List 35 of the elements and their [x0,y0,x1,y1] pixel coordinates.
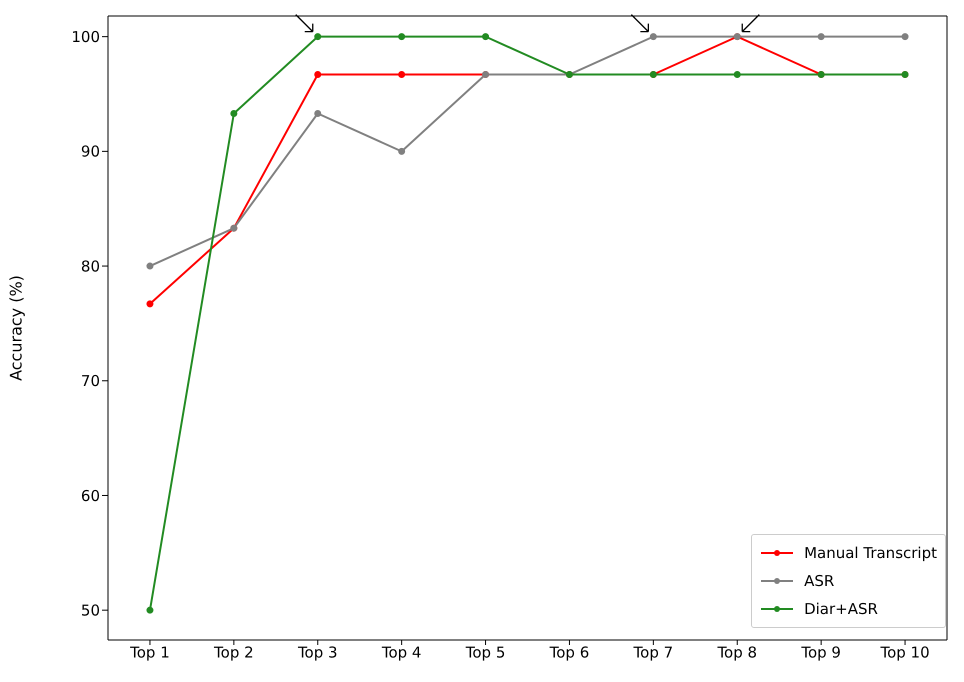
x-tick-label: Top 2 [213,644,254,662]
point [146,606,154,614]
point [146,262,154,270]
legend-label: Diar+ASR [804,600,878,618]
point [314,33,322,40]
y-tick-label: 60 [80,486,100,505]
y-tick-label: 80 [80,257,100,276]
legend-label: Manual Transcript [804,544,937,562]
x-tick-label: Top 8 [716,644,758,662]
point [398,71,406,78]
y-tick-label: 70 [80,372,100,390]
legend-label: ASR [804,572,834,590]
point [314,110,322,117]
x-tick-label: Top 4 [380,644,422,662]
point [902,33,909,40]
y-tick-label: 100 [71,28,100,46]
point [146,300,154,308]
x-tick-label: Top 7 [632,644,674,662]
point [398,148,406,155]
y-tick-label: 90 [80,142,100,161]
x-tick-label: Top 6 [548,644,590,662]
point [734,71,741,78]
y-tick-label: 50 [80,602,100,620]
y-axis-title: Accuracy (%) [6,275,26,381]
point [650,33,657,40]
x-tick-label: Top 9 [800,644,841,662]
point [314,71,322,78]
point [398,33,406,40]
point [818,33,825,40]
x-tick-label: Top 1 [129,644,170,662]
point [230,110,238,117]
x-tick-label: Top 3 [296,644,338,662]
x-tick-label: Top 5 [464,644,506,662]
point [482,33,490,40]
x-tick-label: Top 10 [879,644,930,662]
